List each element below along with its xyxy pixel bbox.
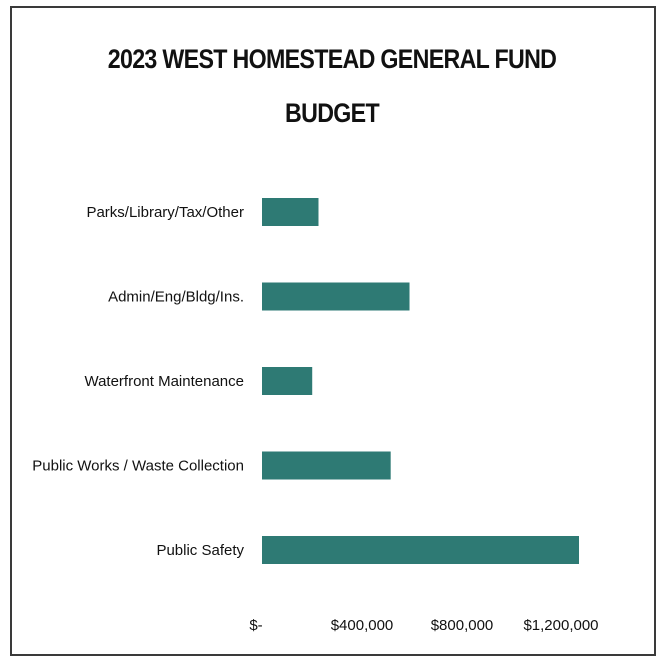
category-label: Admin/Eng/Bldg/Ins. <box>108 289 244 306</box>
category-label: Parks/Library/Tax/Other <box>86 204 244 221</box>
chart-title-line-2: BUDGET <box>285 98 380 128</box>
x-tick-label: $- <box>249 617 262 634</box>
category-label: Public Works / Waste Collection <box>32 458 244 475</box>
category-label: Waterfront Maintenance <box>84 373 244 390</box>
category-label: Public Safety <box>156 542 244 559</box>
x-tick-label: $400,000 <box>331 617 394 634</box>
x-tick-label: $1,200,000 <box>523 617 598 634</box>
bar <box>262 451 391 480</box>
x-tick-label: $800,000 <box>431 617 494 634</box>
bar <box>262 367 313 395</box>
bar <box>262 198 319 226</box>
chart-title-line-1: 2023 WEST HOMESTEAD GENERAL FUND <box>107 44 557 74</box>
bar <box>262 536 579 564</box>
bar <box>262 282 410 311</box>
